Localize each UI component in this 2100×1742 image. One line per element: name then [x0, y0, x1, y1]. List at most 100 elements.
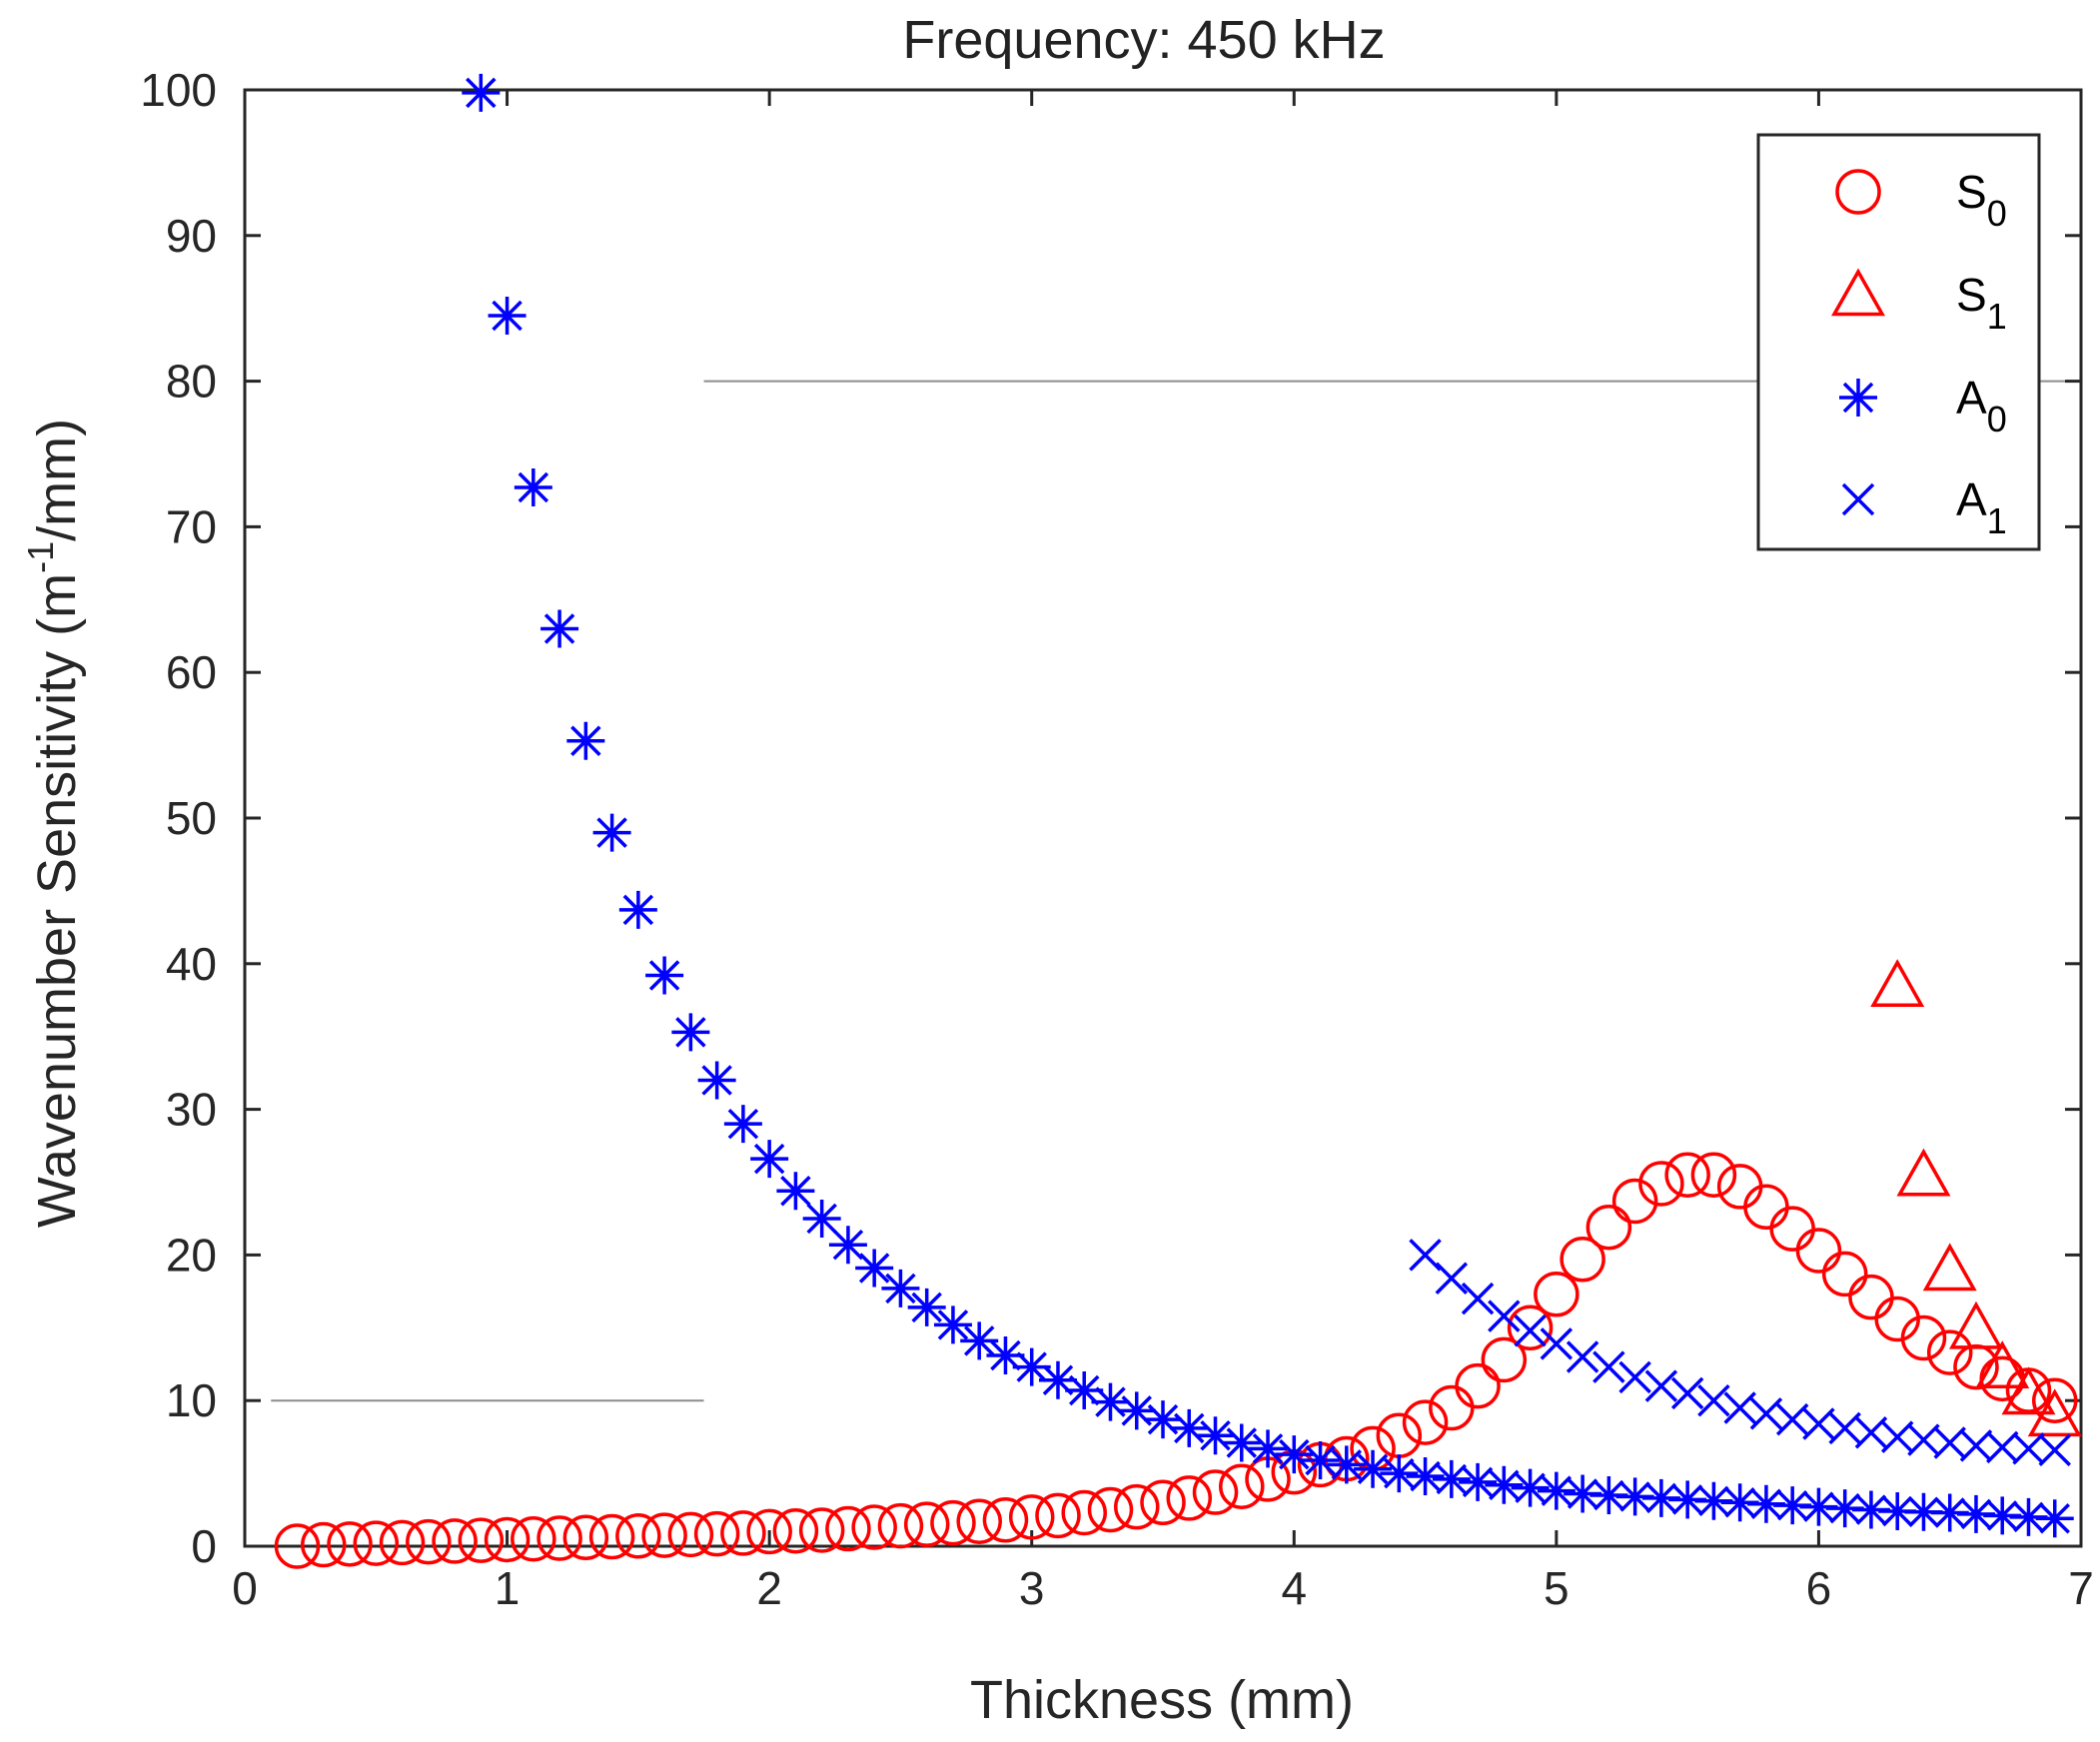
marker-A1	[1749, 1397, 1783, 1430]
marker-A0	[566, 721, 605, 760]
legend-label-main: A	[1956, 473, 1987, 525]
marker-S0	[1376, 1412, 1423, 1458]
marker-S0	[1716, 1164, 1763, 1210]
marker-S0	[1507, 1305, 1554, 1351]
marker-A0	[1641, 1478, 1680, 1517]
marker-S0	[1534, 1272, 1579, 1317]
marker-S0	[982, 1497, 1029, 1543]
marker-A0	[1930, 1493, 1969, 1532]
marker-A0	[1144, 1400, 1182, 1439]
marker-A0	[1222, 1423, 1261, 1462]
x-tick-label: 2	[756, 1562, 782, 1614]
x-axis-label: Thickness (mm)	[970, 1670, 1354, 1730]
legend-label: S1	[1956, 269, 2007, 337]
marker-A1	[1540, 1327, 1574, 1360]
marker-A1	[1644, 1369, 1678, 1402]
marker-S0	[1455, 1362, 1501, 1409]
legend-marker-A1	[1841, 482, 1875, 516]
marker-S0	[1821, 1251, 1868, 1298]
marker-S0	[1219, 1463, 1265, 1509]
marker-S0	[1638, 1161, 1684, 1207]
marker-S0	[511, 1515, 556, 1562]
marker-A1	[1670, 1376, 1704, 1410]
y-tick-label: 0	[191, 1520, 217, 1572]
marker-A0	[697, 1061, 736, 1100]
y-axis-label: Wavenumber Sensitivity (m-1/mm)	[20, 419, 87, 1228]
marker-A1	[1566, 1340, 1599, 1373]
y-tick-label: 50	[166, 792, 217, 844]
y-tick-label: 80	[166, 356, 217, 408]
marker-A0	[1432, 1459, 1471, 1498]
marker-A0	[671, 1013, 710, 1052]
marker-S0	[458, 1517, 505, 1563]
series-S1	[1870, 959, 2082, 1437]
marker-S0	[1008, 1494, 1055, 1540]
marker-A1	[2038, 1433, 2071, 1467]
y-axis-label-base: Wavenumber Sensitivity (m	[27, 573, 87, 1228]
marker-A1	[1435, 1262, 1469, 1295]
marker-A0	[1564, 1474, 1602, 1513]
marker-S0	[2005, 1367, 2052, 1413]
marker-A0	[1117, 1391, 1156, 1430]
series-A0	[462, 73, 2074, 1538]
marker-S0	[1061, 1489, 1107, 1536]
y-tick-label: 70	[166, 500, 217, 552]
marker-S0	[825, 1505, 871, 1552]
marker-A0	[618, 890, 657, 929]
marker-A0	[1694, 1481, 1733, 1520]
marker-S0	[1769, 1206, 1815, 1252]
y-tick-label: 60	[166, 646, 217, 698]
marker-S0	[1192, 1469, 1239, 1515]
marker-S0	[1900, 1314, 1947, 1361]
marker-S0	[1560, 1237, 1605, 1283]
marker-A0	[592, 813, 631, 852]
marker-A0	[1720, 1483, 1759, 1522]
marker-S0	[930, 1499, 976, 1546]
marker-S0	[746, 1508, 792, 1555]
y-tick-label: 100	[140, 64, 217, 116]
marker-S0	[1035, 1492, 1081, 1539]
legend-label: S0	[1956, 166, 2007, 234]
marker-S0	[301, 1521, 347, 1568]
marker-A0	[828, 1226, 867, 1265]
legend-marker-A0	[1839, 379, 1877, 417]
marker-A1	[1933, 1426, 1966, 1459]
marker-A1	[1802, 1407, 1835, 1440]
marker-A0	[1012, 1347, 1051, 1386]
marker-A0	[1196, 1416, 1235, 1455]
marker-S0	[1848, 1274, 1894, 1320]
marker-A1	[1409, 1239, 1442, 1272]
marker-S1	[1975, 1340, 2030, 1388]
marker-A0	[1773, 1486, 1812, 1525]
marker-S1	[1948, 1301, 2003, 1349]
legend-label: A0	[1956, 372, 2007, 439]
x-tick-label: 3	[1019, 1562, 1045, 1614]
y-tick-label: 30	[166, 1084, 217, 1136]
marker-A1	[1488, 1300, 1521, 1332]
marker-S0	[1429, 1384, 1475, 1431]
marker-A1	[1723, 1391, 1756, 1424]
legend-label-main: A	[1956, 372, 1987, 424]
marker-A0	[1878, 1492, 1917, 1531]
marker-S0	[1140, 1479, 1186, 1526]
legend-marker-S0	[1835, 169, 1881, 215]
legend-label-subscript: 1	[1987, 500, 2007, 541]
marker-S0	[1087, 1486, 1134, 1533]
marker-A0	[540, 609, 579, 648]
marker-S0	[562, 1514, 609, 1561]
marker-A0	[1459, 1462, 1498, 1501]
legend-entry-A0: A0	[1839, 372, 2007, 439]
x-axis-ticks: 0 1 2 3 4 5 6 7	[232, 90, 2094, 1614]
y-axis-label-superscript: -1	[20, 541, 61, 573]
marker-A0	[2035, 1499, 2074, 1538]
marker-A0	[1327, 1445, 1366, 1484]
marker-S0	[851, 1504, 897, 1550]
marker-A1	[1775, 1402, 1809, 1436]
marker-S0	[1664, 1152, 1710, 1198]
x-tick-label: 7	[2068, 1562, 2094, 1614]
marker-A0	[776, 1172, 815, 1211]
legend-marker-S1	[1831, 268, 1885, 317]
marker-S0	[432, 1518, 478, 1564]
